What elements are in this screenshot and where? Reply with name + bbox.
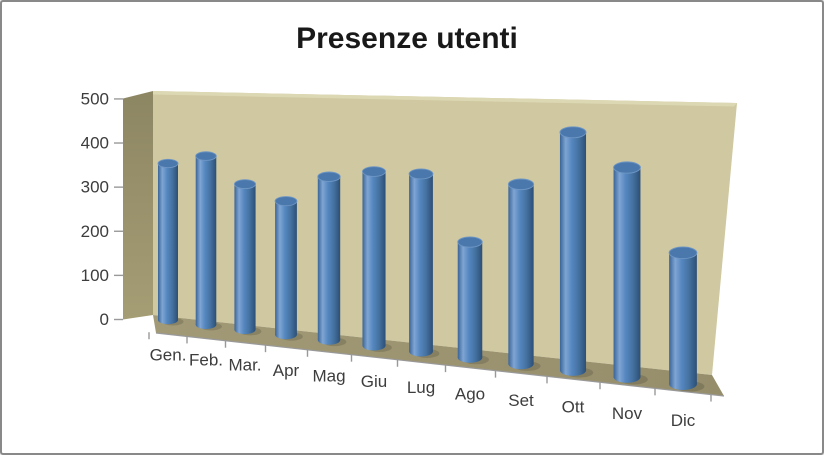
bar-mar[interactable] [233, 179, 262, 336]
y-axis-label: 500 [81, 89, 109, 108]
x-axis-label: Set [508, 391, 534, 410]
bar-gen[interactable] [157, 158, 184, 326]
bar-body[interactable] [409, 173, 433, 352]
bar-top-cap [559, 126, 587, 139]
bar-top-cap [362, 166, 386, 177]
bar-body[interactable] [613, 167, 641, 378]
bar-apr[interactable] [274, 196, 303, 341]
bar-body[interactable] [559, 132, 587, 371]
bars [157, 126, 705, 392]
x-axis-label: Mag [312, 366, 345, 385]
bar-top-cap [457, 236, 483, 248]
bar-top-cap [317, 171, 341, 182]
x-axis [148, 332, 725, 402]
bar-body[interactable] [457, 242, 483, 358]
x-axis-label: Nov [612, 404, 643, 423]
x-axis-label: Feb. [189, 350, 223, 369]
x-axis-label: Apr [273, 361, 300, 380]
bar-feb[interactable] [195, 151, 222, 331]
bar-body[interactable] [669, 252, 697, 385]
x-axis-labels: Gen. Feb. Mar. Apr Mag Giu Lug Ago Set Ott Nov Dic [150, 345, 696, 430]
y-axis: 0 100 200 300 400 500 [81, 89, 123, 329]
bar-ago[interactable] [457, 236, 490, 365]
back-wall [153, 91, 737, 375]
bar-body[interactable] [508, 184, 534, 364]
bar-body[interactable] [234, 184, 256, 330]
y-axis-label: 0 [100, 310, 109, 329]
bar-top-cap [668, 246, 698, 260]
bar-body[interactable] [195, 156, 217, 325]
bar-nov[interactable] [613, 161, 648, 385]
x-axis-label: Gen. [150, 345, 187, 364]
bar-set[interactable] [507, 178, 541, 371]
y-axis-label: 100 [81, 266, 109, 285]
x-axis-label: Lug [407, 378, 435, 397]
chart-title[interactable]: Presenze utenti [296, 22, 518, 55]
bar-top-cap [507, 178, 535, 191]
side-wall [123, 91, 153, 320]
x-axis-label: Ago [455, 384, 485, 403]
bar-giu[interactable] [362, 166, 392, 352]
x-axis-line [155, 332, 725, 397]
bar-top-cap [157, 158, 179, 169]
bar-top-cap [274, 196, 298, 207]
x-axis-label: Giu [361, 372, 387, 391]
y-axis-label: 200 [81, 222, 109, 241]
bar-lug[interactable] [408, 168, 440, 358]
y-axis-label: 400 [81, 134, 109, 153]
bar-body[interactable] [362, 171, 386, 346]
bar-ott[interactable] [559, 126, 594, 378]
bar-body[interactable] [317, 176, 341, 341]
bar-top-cap [408, 168, 434, 180]
bar-top-cap [613, 161, 641, 174]
bar-top-cap [195, 151, 217, 161]
x-axis-label: Dic [671, 411, 696, 430]
x-axis-label: Ott [562, 397, 585, 416]
bar-body[interactable] [275, 201, 297, 335]
y-axis-label: 300 [81, 178, 109, 197]
bar-dic[interactable] [668, 246, 705, 392]
bar-top-cap [233, 179, 257, 190]
x-axis-label: Mar. [228, 355, 261, 374]
bar-body[interactable] [158, 163, 178, 320]
wall-top-bevel [153, 91, 737, 107]
bar-mag[interactable] [317, 171, 347, 347]
